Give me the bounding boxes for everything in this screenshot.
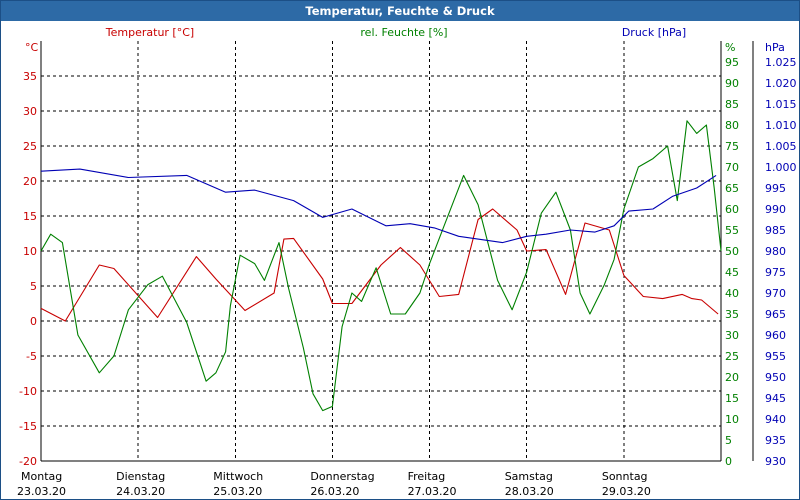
x-day-label: Freitag bbox=[408, 470, 446, 483]
pressure-tick-label: 1.010 bbox=[765, 119, 797, 132]
x-day-label: Sonntag bbox=[602, 470, 648, 483]
humidity-tick-label: 30 bbox=[725, 329, 739, 342]
x-day-label: Montag bbox=[21, 470, 62, 483]
x-day-label: Mittwoch bbox=[213, 470, 263, 483]
pressure-tick-label: 995 bbox=[765, 182, 786, 195]
window-title: Temperatur, Feuchte & Druck bbox=[1, 1, 799, 21]
pressure-tick-label: 1.000 bbox=[765, 161, 797, 174]
humidity-tick-label: 50 bbox=[725, 245, 739, 258]
humidity-tick-label: 20 bbox=[725, 371, 739, 384]
x-date-label: 27.03.20 bbox=[408, 485, 457, 498]
pressure-tick-label: 1.005 bbox=[765, 140, 797, 153]
humidity-tick-label: 70 bbox=[725, 161, 739, 174]
humidity-tick-label: 60 bbox=[725, 203, 739, 216]
pressure-tick-label: 965 bbox=[765, 308, 786, 321]
temperature-series-line bbox=[40, 208, 719, 322]
humidity-tick-label: 85 bbox=[725, 98, 739, 111]
temperature-tick-label: 25 bbox=[23, 140, 37, 153]
humidity-tick-label: 65 bbox=[725, 182, 739, 195]
humidity-tick-label: 95 bbox=[725, 56, 739, 69]
pressure-tick-label: 985 bbox=[765, 224, 786, 237]
temperature-tick-label: 0 bbox=[30, 315, 37, 328]
temperature-tick-label: 20 bbox=[23, 175, 37, 188]
pressure-tick-label: 980 bbox=[765, 245, 786, 258]
pressure-tick-label: 950 bbox=[765, 371, 786, 384]
humidity-tick-label: 90 bbox=[725, 77, 739, 90]
humidity-tick-label: 0 bbox=[725, 455, 732, 468]
pressure-tick-label: 955 bbox=[765, 350, 786, 363]
pressure-axis-title: Druck [hPa] bbox=[622, 26, 686, 39]
x-date-label: 29.03.20 bbox=[602, 485, 651, 498]
temperature-tick-label: -15 bbox=[19, 420, 37, 433]
temperature-tick-label: -20 bbox=[19, 455, 37, 468]
pressure-tick-label: 930 bbox=[765, 455, 786, 468]
temperature-tick-label: 5 bbox=[30, 280, 37, 293]
pressure-tick-label: 975 bbox=[765, 266, 786, 279]
humidity-tick-label: 5 bbox=[725, 434, 732, 447]
x-date-label: 26.03.20 bbox=[310, 485, 359, 498]
x-day-label: Donnerstag bbox=[310, 470, 374, 483]
pressure-tick-label: 960 bbox=[765, 329, 786, 342]
humidity-unit-label: % bbox=[725, 41, 735, 54]
axis-labels: -20 -15 -10 -5 0 5 10 15 20 25 30 35 °C 0 5 10 15 20 25 30 3… bbox=[17, 26, 797, 498]
humidity-axis-title: rel. Feuchte [%] bbox=[360, 26, 447, 39]
humidity-tick-label: 75 bbox=[725, 140, 739, 153]
pressure-tick-label: 1.025 bbox=[765, 56, 797, 69]
x-day-label: Samstag bbox=[505, 470, 553, 483]
pressure-tick-label: 1.015 bbox=[765, 98, 797, 111]
x-date-label: 28.03.20 bbox=[505, 485, 554, 498]
x-day-label: Dienstag bbox=[116, 470, 165, 483]
pressure-tick-label: 1.020 bbox=[765, 77, 797, 90]
pressure-unit-label: hPa bbox=[765, 41, 785, 54]
humidity-tick-label: 15 bbox=[725, 392, 739, 405]
temperature-tick-label: -5 bbox=[26, 350, 37, 363]
temperature-unit-label: °C bbox=[25, 41, 39, 54]
pressure-tick-label: 990 bbox=[765, 203, 786, 216]
pressure-tick-label: 935 bbox=[765, 434, 786, 447]
pressure-tick-label: 970 bbox=[765, 287, 786, 300]
humidity-tick-label: 45 bbox=[725, 266, 739, 279]
humidity-tick-label: 40 bbox=[725, 287, 739, 300]
x-date-label: 24.03.20 bbox=[116, 485, 165, 498]
series-lines bbox=[40, 120, 722, 412]
humidity-tick-label: 25 bbox=[725, 350, 739, 363]
humidity-tick-label: 10 bbox=[725, 413, 739, 426]
humidity-tick-label: 55 bbox=[725, 224, 739, 237]
pressure-series-line bbox=[40, 168, 717, 244]
temperature-tick-label: 15 bbox=[23, 210, 37, 223]
temperature-tick-label: 35 bbox=[23, 70, 37, 83]
temperature-tick-label: 10 bbox=[23, 245, 37, 258]
humidity-tick-label: 35 bbox=[725, 308, 739, 321]
x-date-label: 23.03.20 bbox=[17, 485, 66, 498]
humidity-series-line bbox=[40, 120, 722, 412]
temperature-tick-label: -10 bbox=[19, 385, 37, 398]
pressure-tick-label: 945 bbox=[765, 392, 786, 405]
humidity-tick-label: 80 bbox=[725, 119, 739, 132]
temperature-tick-label: 30 bbox=[23, 105, 37, 118]
pressure-tick-label: 940 bbox=[765, 413, 786, 426]
temperature-axis-title: Temperatur [°C] bbox=[105, 26, 194, 39]
x-date-label: 25.03.20 bbox=[213, 485, 262, 498]
